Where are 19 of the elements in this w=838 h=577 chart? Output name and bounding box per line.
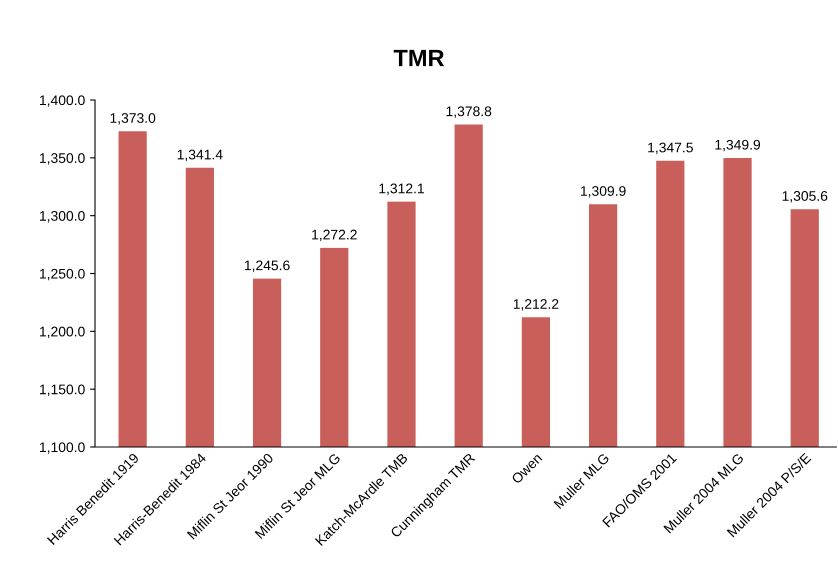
y-tick-label: 1,150.0 xyxy=(40,384,85,396)
data-label: 1,309.9 xyxy=(581,186,626,198)
y-tick-label: 1,400.0 xyxy=(40,95,85,107)
chart-title: TMR xyxy=(394,50,444,66)
data-label: 1,378.8 xyxy=(446,106,492,118)
y-tick-label: 1,300.0 xyxy=(40,211,85,222)
data-label: 1,305.6 xyxy=(782,191,828,203)
data-label: 1,212.2 xyxy=(514,299,558,311)
data-label: 1,347.5 xyxy=(648,142,693,154)
y-tick-label: 1,200.0 xyxy=(40,326,85,338)
data-label: 1,341.4 xyxy=(178,150,223,162)
data-label: 1,373.0 xyxy=(110,113,156,125)
y-tick-label: 1,250.0 xyxy=(40,268,85,280)
data-label: 1,272.2 xyxy=(312,230,357,242)
data-label: 1,245.6 xyxy=(244,260,290,272)
data-label: 1,312.1 xyxy=(379,184,424,196)
y-tick-label: 1,350.0 xyxy=(40,153,85,165)
y-tick-label: 1,100.0 xyxy=(40,442,85,454)
data-label: 1,349.9 xyxy=(715,140,760,152)
